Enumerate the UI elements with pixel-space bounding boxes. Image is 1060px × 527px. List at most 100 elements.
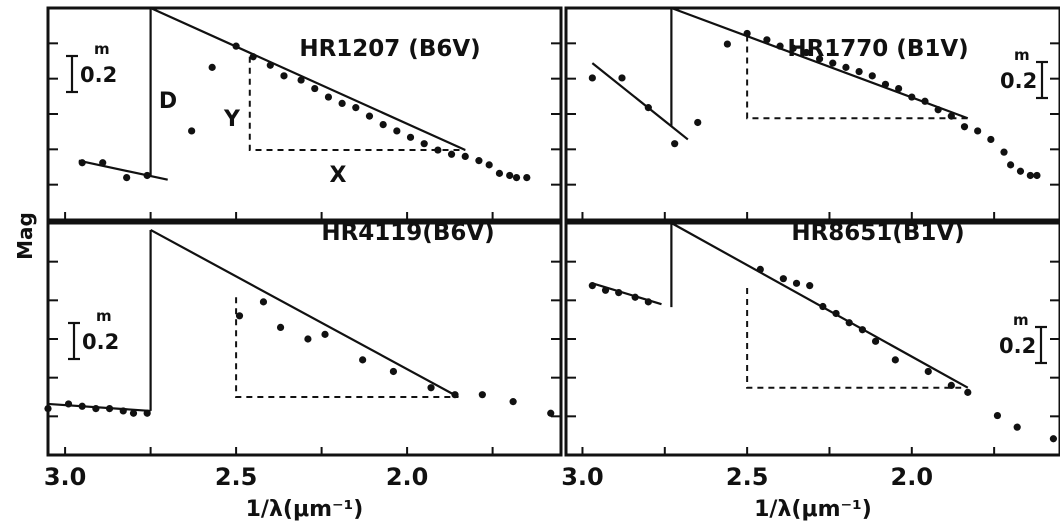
data-point [352, 104, 360, 112]
data-point [461, 152, 469, 160]
data-point [506, 171, 514, 180]
data-point [297, 76, 305, 84]
data-point [832, 309, 840, 318]
panel-frame [564, 221, 1060, 457]
data-point [743, 29, 751, 38]
data-point [829, 59, 837, 67]
data-point [908, 93, 916, 101]
data-point [276, 323, 285, 331]
dashed-bracket [746, 35, 968, 120]
data-point [119, 407, 127, 415]
panel-title: HR8651(B1V) [791, 220, 964, 246]
fit-line [671, 6, 969, 120]
data-point [993, 411, 1002, 420]
data-point [789, 44, 797, 52]
data-point [434, 146, 442, 154]
data-point [129, 409, 138, 417]
data-point [512, 174, 521, 182]
data-point [891, 356, 899, 364]
panel-3: HR4119(B6V) 0.2 m 3.0 2.5 2.0 1/λ(μm⁻¹) [44, 220, 563, 522]
data-point [266, 61, 274, 69]
data-point [1016, 167, 1025, 175]
data-point [420, 140, 428, 148]
data-point [64, 400, 73, 408]
x-tick-label: 2.0 [891, 463, 934, 491]
data-point [547, 409, 555, 417]
data-point [1000, 148, 1008, 156]
scale-value: 0.2 [82, 330, 119, 354]
data-point [895, 84, 903, 93]
annotation-y: Y [223, 107, 241, 132]
data-point [311, 84, 319, 93]
data-point [304, 335, 312, 343]
data-point [858, 326, 867, 334]
data-point [921, 97, 929, 105]
data-point [618, 74, 626, 82]
data-point [208, 63, 216, 71]
data-point [644, 298, 652, 306]
data-point [523, 174, 531, 182]
data-point [615, 289, 623, 297]
data-point [964, 388, 972, 396]
data-point [1049, 435, 1058, 443]
data-point [188, 127, 196, 135]
data-point [280, 72, 288, 80]
data-point [1013, 423, 1021, 431]
x-tick-label: 2.5 [726, 463, 769, 491]
data-point [365, 112, 374, 120]
fit-line [78, 159, 168, 181]
data-point [478, 391, 486, 399]
fit-line [47, 402, 151, 413]
data-point [815, 55, 824, 63]
data-point [321, 330, 329, 338]
data-point [143, 409, 151, 417]
fit-line [150, 6, 466, 152]
x-tick-label: 3.0 [561, 463, 604, 491]
data-point [232, 42, 240, 50]
data-point [475, 157, 483, 165]
data-point [379, 121, 387, 129]
scale-value: 0.2 [80, 63, 117, 87]
scale-unit: m [1013, 311, 1029, 329]
data-point [588, 282, 596, 290]
data-point [934, 106, 942, 114]
data-point [447, 150, 456, 158]
fit-line [591, 62, 689, 141]
data-point [92, 405, 100, 413]
data-point [871, 337, 880, 345]
data-point [924, 367, 932, 376]
panel-title: HR4119(B6V) [321, 220, 494, 246]
data-point [78, 159, 86, 167]
x-axis-title: 1/λ(μm⁻¹) [754, 497, 872, 522]
data-point [359, 356, 367, 364]
data-point [78, 402, 86, 410]
data-point [601, 286, 610, 294]
data-point [776, 42, 784, 50]
dashed-bracket [248, 56, 466, 152]
annotation-d: D [159, 89, 177, 114]
data-point [105, 405, 114, 413]
data-point [842, 63, 850, 71]
data-point [756, 265, 764, 273]
panel-1: HR1207 (B6V) 0.2 m D Y X [46, 6, 563, 222]
data-point [845, 319, 853, 327]
data-point [644, 104, 652, 112]
data-point [1026, 171, 1034, 180]
data-point [338, 99, 346, 107]
data-point [588, 74, 596, 82]
data-point [485, 161, 493, 169]
data-point [509, 398, 517, 406]
data-point [671, 140, 679, 148]
data-point [324, 93, 333, 101]
data-point [819, 302, 827, 311]
data-point [792, 279, 801, 287]
data-point [99, 159, 107, 167]
data-point [631, 293, 639, 301]
data-point [1007, 161, 1015, 169]
scale-unit: m [96, 307, 112, 325]
data-point [427, 384, 435, 392]
data-point [802, 48, 811, 57]
panel-4: HR8651(B1V) 0.2 m 3.0 2.5 2.0 1/λ(μm⁻¹) [561, 220, 1060, 522]
data-point [389, 367, 398, 376]
